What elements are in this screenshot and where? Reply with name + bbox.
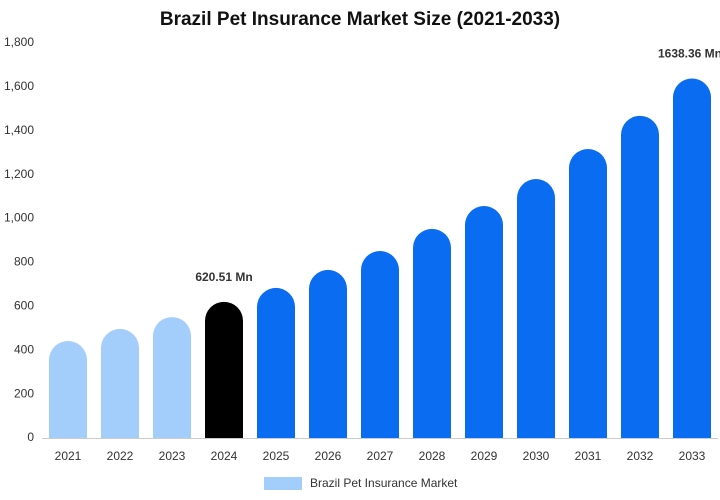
y-tick-label: 400 — [14, 342, 34, 356]
data-label: 1638.36 Mn — [658, 47, 720, 61]
y-tick-label: 1,600 — [4, 79, 34, 93]
bar — [49, 341, 87, 438]
x-tick-label: 2030 — [523, 449, 550, 463]
x-tick-label: 2022 — [107, 449, 134, 463]
x-tick-label: 2025 — [263, 449, 290, 463]
x-tick-label: 2024 — [211, 449, 238, 463]
bar — [101, 328, 139, 438]
y-tick-label: 1,400 — [4, 123, 34, 137]
x-tick-label: 2021 — [55, 449, 82, 463]
bar — [257, 287, 295, 438]
y-tick-label: 1,000 — [4, 211, 34, 225]
legend-label: Brazil Pet Insurance Market — [310, 476, 458, 490]
bar — [309, 269, 347, 438]
x-tick-label: 2031 — [575, 449, 602, 463]
y-tick-label: 0 — [27, 430, 34, 444]
legend-swatch — [264, 477, 302, 490]
x-tick-label: 2029 — [471, 449, 498, 463]
bar — [153, 317, 191, 438]
bar — [517, 179, 555, 439]
x-tick-label: 2033 — [679, 449, 706, 463]
bar — [569, 148, 607, 438]
data-label: 620.51 Mn — [195, 270, 252, 284]
bar — [465, 206, 503, 438]
x-tick-label: 2028 — [419, 449, 446, 463]
x-tick-label: 2026 — [315, 449, 342, 463]
x-tick-label: 2023 — [159, 449, 186, 463]
x-tick-label: 2032 — [627, 449, 654, 463]
y-tick-label: 200 — [14, 386, 34, 400]
y-tick-label: 600 — [14, 299, 34, 313]
y-tick-label: 1,200 — [4, 167, 34, 181]
bar — [621, 115, 659, 438]
bar — [205, 301, 243, 438]
chart-title: Brazil Pet Insurance Market Size (2021-2… — [160, 9, 560, 30]
bar — [413, 228, 451, 438]
y-tick-label: 800 — [14, 255, 34, 269]
bar — [673, 78, 711, 438]
bar — [361, 251, 399, 438]
y-tick-label: 1,800 — [4, 35, 34, 49]
x-tick-label: 2027 — [367, 449, 394, 463]
